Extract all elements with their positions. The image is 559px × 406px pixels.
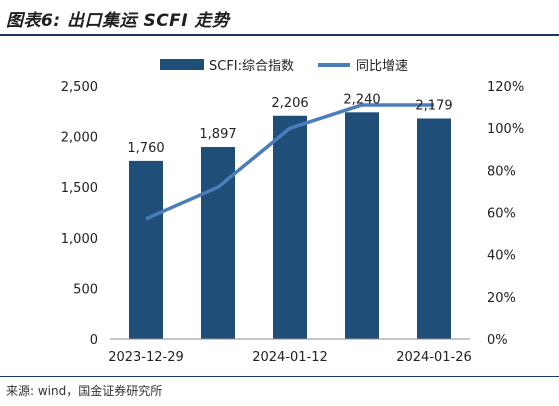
y-right-tick-label: 80% (487, 164, 516, 179)
legend-item-line: 同比增速 (318, 55, 408, 74)
bar (273, 115, 307, 339)
bar-data-label: 2,206 (271, 96, 308, 111)
legend-bar-swatch (160, 59, 204, 70)
y-left-tick-label: 1,000 (61, 232, 98, 247)
footer-rule (0, 376, 559, 377)
bar-data-label: 1,897 (199, 127, 236, 142)
y-left-tick-label: 2,500 (61, 80, 98, 95)
y-left-tick-label: 2,000 (61, 131, 98, 146)
legend-bar-label: SCFI:综合指数 (209, 59, 295, 74)
x-tick-label: 2024-01-26 (396, 350, 472, 365)
x-tick-label: 2023-12-29 (108, 350, 184, 365)
y-right-tick-label: 20% (487, 291, 516, 306)
yoy-growth-line (145, 103, 434, 221)
y-left-tick-label: 1,500 (61, 181, 98, 196)
x-tick-label: 2024-01-12 (252, 350, 328, 365)
legend-line-label: 同比增速 (356, 59, 409, 74)
bar-data-label: 2,179 (415, 98, 452, 113)
y-right-tick-label: 120% (487, 80, 524, 95)
chart-canvas: 1,760 1,897 2,206 2,240 2,179 0 500 1,000 1,500 2… (61, 80, 524, 365)
bar (417, 118, 451, 339)
bar-data-label: 2,240 (343, 92, 380, 107)
bar (129, 160, 163, 339)
y-left-tick-label: 0 (90, 333, 98, 348)
bar (345, 112, 379, 339)
legend-item-bar: SCFI:综合指数 (160, 55, 294, 74)
legend-line-swatch (318, 62, 350, 67)
header: 图表6: 出口集运 SCFI 走势 (0, 0, 559, 36)
y-right-tick-label: 0% (487, 333, 508, 348)
y-right-tick-label: 40% (487, 249, 516, 264)
y-left-tick-label: 500 (73, 282, 98, 297)
bar-data-label: 1,760 (127, 141, 164, 156)
source-note: 来源: wind，国金证券研究所 (6, 384, 163, 398)
title-rule (0, 34, 559, 36)
y-right-tick-label: 60% (487, 207, 516, 222)
y-right-tick-label: 100% (487, 122, 524, 137)
chart-title: 图表6: 出口集运 SCFI 走势 (6, 11, 230, 31)
legend: SCFI:综合指数 同比增速 (0, 55, 559, 75)
